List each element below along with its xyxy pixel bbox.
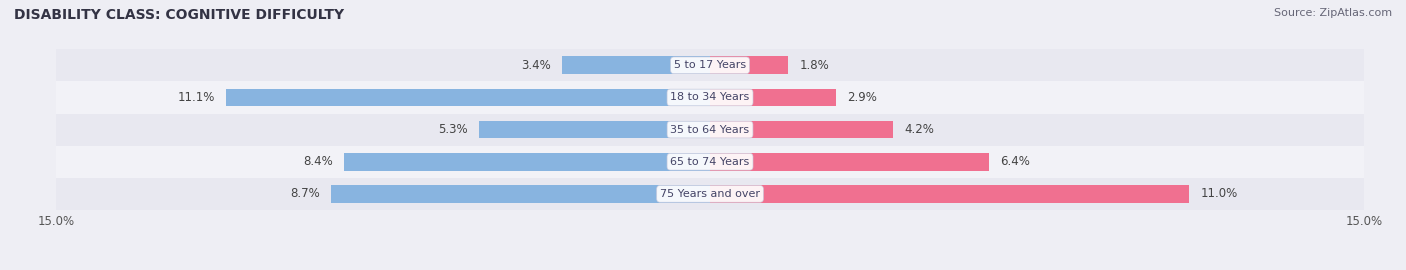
Text: 5.3%: 5.3% (439, 123, 468, 136)
Bar (710, 121, 893, 139)
Bar (56, 49, 1364, 81)
Text: 3.4%: 3.4% (522, 59, 551, 72)
Text: 65 to 74 Years: 65 to 74 Years (671, 157, 749, 167)
Bar (56, 113, 1364, 146)
Text: 8.4%: 8.4% (304, 155, 333, 168)
Text: 75 Years and over: 75 Years and over (659, 189, 761, 199)
Bar (562, 56, 710, 74)
Bar (344, 153, 710, 171)
Text: 18 to 34 Years: 18 to 34 Years (671, 92, 749, 102)
Text: 6.4%: 6.4% (1000, 155, 1029, 168)
Text: DISABILITY CLASS: COGNITIVE DIFFICULTY: DISABILITY CLASS: COGNITIVE DIFFICULTY (14, 8, 344, 22)
Text: 1.8%: 1.8% (800, 59, 830, 72)
Bar (710, 185, 1189, 203)
Bar (330, 185, 710, 203)
Text: 11.1%: 11.1% (179, 91, 215, 104)
Text: 4.2%: 4.2% (904, 123, 934, 136)
Text: Source: ZipAtlas.com: Source: ZipAtlas.com (1274, 8, 1392, 18)
Text: 11.0%: 11.0% (1201, 187, 1237, 200)
Bar (710, 153, 988, 171)
Bar (56, 178, 1364, 210)
Bar (56, 81, 1364, 113)
Bar (226, 89, 710, 106)
Bar (710, 56, 789, 74)
Text: 2.9%: 2.9% (848, 91, 877, 104)
Text: 8.7%: 8.7% (290, 187, 321, 200)
Bar (56, 146, 1364, 178)
Bar (479, 121, 710, 139)
Text: 5 to 17 Years: 5 to 17 Years (673, 60, 747, 70)
Bar (710, 89, 837, 106)
Text: 35 to 64 Years: 35 to 64 Years (671, 124, 749, 135)
